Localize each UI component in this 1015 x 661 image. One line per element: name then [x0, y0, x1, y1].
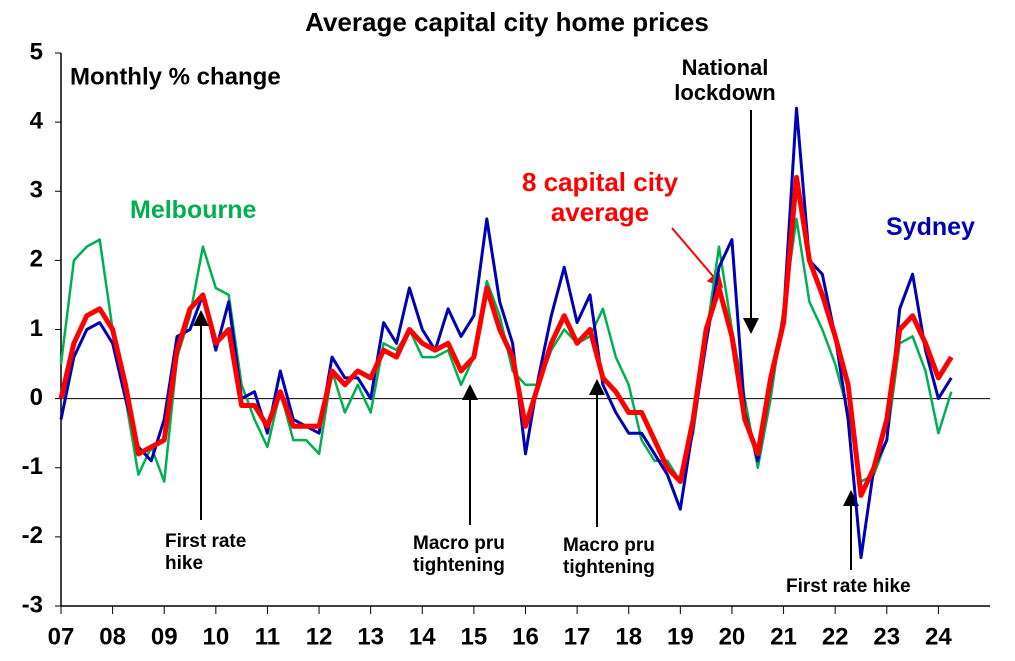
x-tick-label: 10 [202, 623, 229, 650]
annotation: First rate hike [786, 576, 911, 597]
chart-title: Average capital city home prices [305, 7, 709, 37]
arrow [671, 227, 724, 289]
y-tick-label: -2 [22, 522, 43, 549]
series-line [59, 106, 953, 560]
legend-label: Sydney [886, 213, 975, 241]
x-tick-label: 08 [99, 623, 126, 650]
x-tick-label: 22 [822, 623, 849, 650]
x-tick-label: 20 [719, 623, 746, 650]
legend-label: Melbourne [130, 196, 257, 224]
x-tick-label: 15 [461, 623, 488, 650]
x-tick-label: 24 [925, 623, 952, 650]
x-tick-label: 09 [151, 623, 178, 650]
y-tick-label: 2 [30, 246, 43, 273]
arrows [193, 110, 859, 570]
x-tick-label: 21 [770, 623, 797, 650]
series-line [58, 174, 954, 498]
y-tick-label: 4 [30, 107, 44, 134]
x-tick-label: 19 [667, 623, 694, 650]
annotation: Macro pru tightening [413, 533, 505, 576]
y-tick-label: 3 [30, 177, 43, 204]
series-line [59, 217, 953, 483]
legend-label: 8 capital city average [521, 167, 679, 227]
annotation: Macro pru tightening [563, 535, 655, 578]
subtitle: Monthly % change [70, 63, 281, 90]
annotation: National lockdown [674, 55, 776, 106]
x-tick-label: 07 [48, 623, 75, 650]
x-tick-label: 13 [357, 623, 384, 650]
x-tick-label: 17 [564, 623, 591, 650]
x-tick-label: 12 [306, 623, 333, 650]
x-tick-label: 16 [512, 623, 539, 650]
x-tick-label: 11 [255, 623, 280, 650]
x-tick-label: 23 [873, 623, 900, 650]
x-tick-label: 18 [615, 623, 642, 650]
x-tick-label: 14 [409, 623, 436, 650]
y-tick-label: -1 [22, 453, 43, 480]
y-tick-label: 0 [30, 384, 43, 411]
annotation: First rate hike [165, 531, 247, 574]
y-tick-label: 1 [30, 315, 43, 342]
y-tick-label: -3 [22, 591, 43, 618]
y-tick-label: 5 [30, 38, 43, 65]
